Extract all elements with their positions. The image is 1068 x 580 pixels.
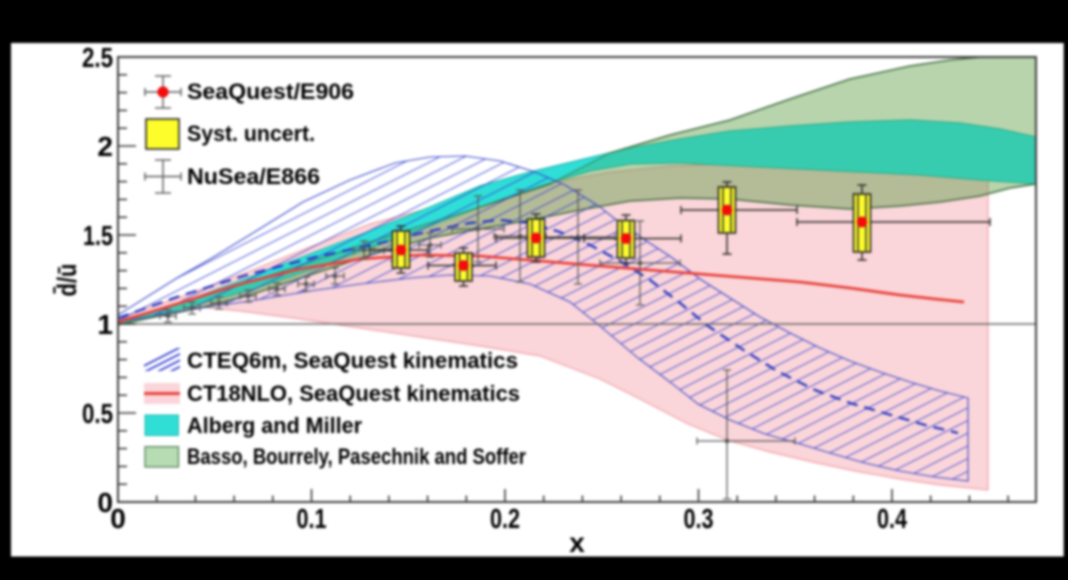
svg-text:0.4: 0.4 — [877, 503, 907, 534]
svg-text:0.2: 0.2 — [490, 503, 520, 534]
svg-text:2: 2 — [97, 131, 113, 162]
svg-text:Syst. uncert.: Syst. uncert. — [187, 121, 315, 146]
svg-text:0: 0 — [97, 487, 113, 518]
svg-text:0: 0 — [110, 503, 126, 534]
svg-text:2.5: 2.5 — [82, 42, 113, 73]
svg-text:0.5: 0.5 — [82, 398, 113, 429]
svg-text:x: x — [569, 527, 585, 558]
svg-text:SeaQuest/E906: SeaQuest/E906 — [187, 79, 354, 104]
svg-text:d̄/ū: d̄/ū — [52, 264, 82, 297]
svg-text:1.5: 1.5 — [83, 220, 113, 251]
svg-text:NuSea/E866: NuSea/E866 — [187, 164, 320, 189]
svg-text:0.1: 0.1 — [297, 503, 327, 534]
svg-text:0.3: 0.3 — [684, 503, 714, 534]
svg-text:CTEQ6m, SeaQuest kinematics: CTEQ6m, SeaQuest kinematics — [187, 348, 518, 373]
svg-text:Alberg and Miller: Alberg and Miller — [187, 413, 362, 438]
svg-text:1: 1 — [97, 309, 113, 340]
svg-text:CT18NLO, SeaQuest kinematics: CT18NLO, SeaQuest kinematics — [187, 381, 520, 406]
svg-text:Basso, Bourrely, Pasechnik and: Basso, Bourrely, Pasechnik and Soffer — [187, 444, 526, 469]
